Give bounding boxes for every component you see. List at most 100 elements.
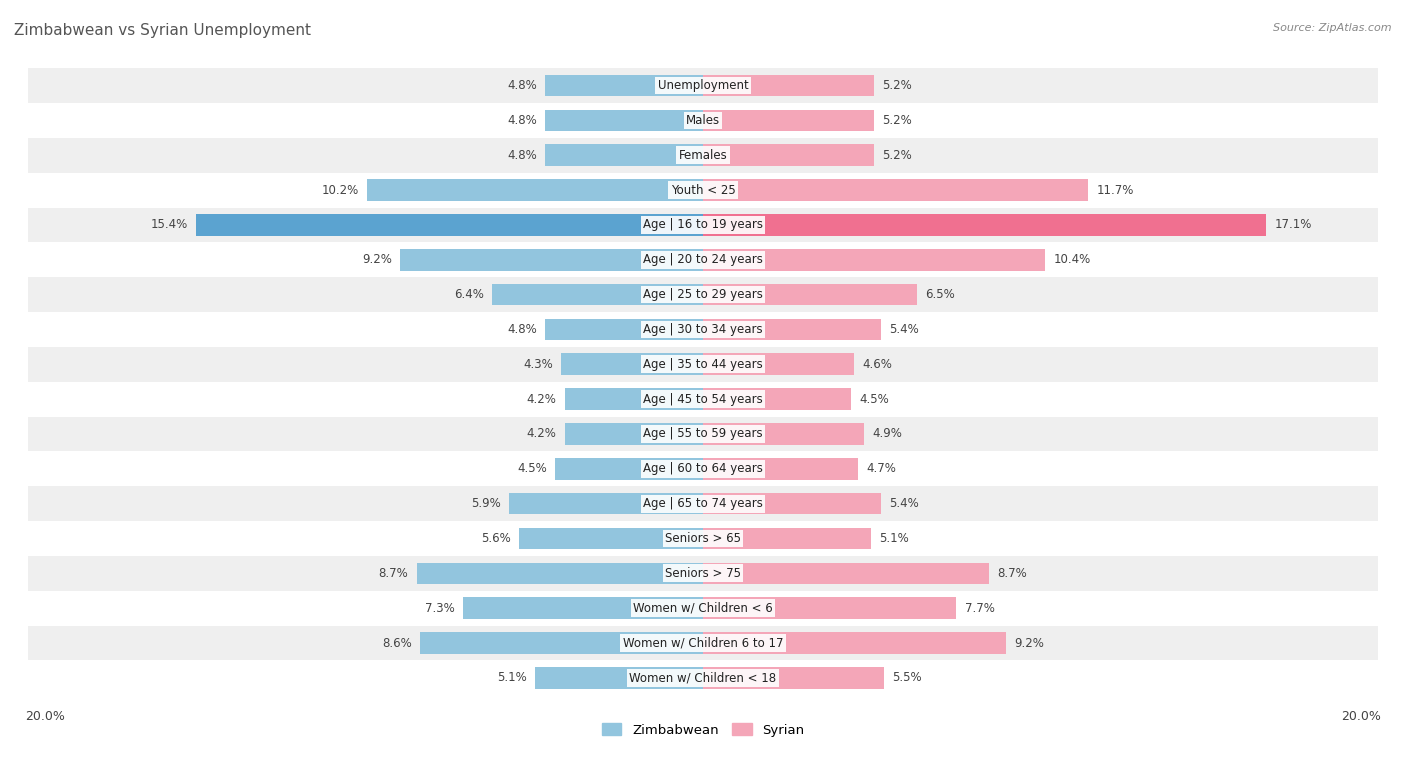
Text: 4.2%: 4.2% — [527, 428, 557, 441]
Bar — [703, 110, 875, 131]
Bar — [546, 75, 703, 96]
Text: 8.7%: 8.7% — [998, 567, 1028, 580]
Text: 4.8%: 4.8% — [508, 148, 537, 162]
Text: Unemployment: Unemployment — [658, 79, 748, 92]
Text: 5.4%: 5.4% — [889, 323, 918, 336]
Bar — [703, 528, 870, 550]
Text: Females: Females — [679, 148, 727, 162]
Text: Seniors > 65: Seniors > 65 — [665, 532, 741, 545]
Text: Age | 25 to 29 years: Age | 25 to 29 years — [643, 288, 763, 301]
Bar — [703, 75, 875, 96]
Text: 5.2%: 5.2% — [883, 114, 912, 127]
Bar — [703, 562, 990, 584]
Text: 7.7%: 7.7% — [965, 602, 994, 615]
Text: Youth < 25: Youth < 25 — [671, 184, 735, 197]
Legend: Zimbabwean, Syrian: Zimbabwean, Syrian — [596, 718, 810, 742]
Bar — [28, 660, 1378, 695]
Text: Source: ZipAtlas.com: Source: ZipAtlas.com — [1274, 23, 1392, 33]
Text: 5.6%: 5.6% — [481, 532, 510, 545]
Text: 5.1%: 5.1% — [879, 532, 908, 545]
Text: Age | 35 to 44 years: Age | 35 to 44 years — [643, 358, 763, 371]
Text: Age | 65 to 74 years: Age | 65 to 74 years — [643, 497, 763, 510]
Text: Age | 55 to 59 years: Age | 55 to 59 years — [643, 428, 763, 441]
Bar — [420, 632, 703, 654]
Bar — [28, 451, 1378, 486]
Text: 9.2%: 9.2% — [1014, 637, 1045, 650]
Bar — [28, 138, 1378, 173]
Text: Age | 60 to 64 years: Age | 60 to 64 years — [643, 463, 763, 475]
Bar — [565, 388, 703, 410]
Bar — [546, 319, 703, 340]
Text: 4.2%: 4.2% — [527, 393, 557, 406]
Bar — [536, 667, 703, 689]
Text: 5.4%: 5.4% — [889, 497, 918, 510]
Bar — [703, 249, 1046, 270]
Text: Males: Males — [686, 114, 720, 127]
Bar — [703, 458, 858, 480]
Bar — [703, 597, 956, 619]
Bar — [519, 528, 703, 550]
Bar — [367, 179, 703, 201]
Text: 17.1%: 17.1% — [1274, 219, 1312, 232]
Text: 4.6%: 4.6% — [863, 358, 893, 371]
Text: Age | 45 to 54 years: Age | 45 to 54 years — [643, 393, 763, 406]
Bar — [555, 458, 703, 480]
Text: 4.5%: 4.5% — [859, 393, 889, 406]
Bar — [28, 173, 1378, 207]
Bar — [509, 493, 703, 515]
Bar — [703, 284, 917, 305]
Bar — [703, 493, 880, 515]
Text: Seniors > 75: Seniors > 75 — [665, 567, 741, 580]
Text: Age | 30 to 34 years: Age | 30 to 34 years — [643, 323, 763, 336]
Text: 4.3%: 4.3% — [523, 358, 553, 371]
Bar — [28, 625, 1378, 660]
Text: 15.4%: 15.4% — [150, 219, 188, 232]
Bar — [28, 556, 1378, 590]
Text: 8.6%: 8.6% — [382, 637, 412, 650]
Text: 4.9%: 4.9% — [873, 428, 903, 441]
Bar — [703, 145, 875, 166]
Bar — [28, 68, 1378, 103]
Bar — [28, 486, 1378, 521]
Text: 6.5%: 6.5% — [925, 288, 955, 301]
Text: Women w/ Children < 6: Women w/ Children < 6 — [633, 602, 773, 615]
Text: 6.4%: 6.4% — [454, 288, 484, 301]
Text: Women w/ Children 6 to 17: Women w/ Children 6 to 17 — [623, 637, 783, 650]
Bar — [28, 312, 1378, 347]
Bar — [703, 423, 865, 445]
Text: 4.8%: 4.8% — [508, 114, 537, 127]
Text: 5.2%: 5.2% — [883, 148, 912, 162]
Text: 4.7%: 4.7% — [866, 463, 896, 475]
Bar — [416, 562, 703, 584]
Bar — [561, 354, 703, 375]
Bar — [28, 590, 1378, 625]
Text: 5.5%: 5.5% — [893, 671, 922, 684]
Bar — [703, 319, 880, 340]
Bar — [195, 214, 703, 235]
Text: 4.8%: 4.8% — [508, 323, 537, 336]
Bar — [703, 388, 851, 410]
Text: 8.7%: 8.7% — [378, 567, 408, 580]
Bar — [28, 347, 1378, 382]
Text: 10.2%: 10.2% — [322, 184, 359, 197]
Bar — [703, 632, 1005, 654]
Bar — [565, 423, 703, 445]
Bar — [28, 521, 1378, 556]
Text: 10.4%: 10.4% — [1053, 254, 1091, 266]
Bar — [28, 242, 1378, 277]
Bar — [28, 103, 1378, 138]
Text: 5.2%: 5.2% — [883, 79, 912, 92]
Text: Age | 20 to 24 years: Age | 20 to 24 years — [643, 254, 763, 266]
Bar — [703, 667, 884, 689]
Text: 5.1%: 5.1% — [498, 671, 527, 684]
Text: 9.2%: 9.2% — [361, 254, 392, 266]
Text: 11.7%: 11.7% — [1097, 184, 1133, 197]
Text: 4.8%: 4.8% — [508, 79, 537, 92]
Bar — [28, 277, 1378, 312]
Bar — [703, 354, 855, 375]
Bar — [546, 110, 703, 131]
Bar — [463, 597, 703, 619]
Bar — [28, 416, 1378, 451]
Bar — [546, 145, 703, 166]
Text: Age | 16 to 19 years: Age | 16 to 19 years — [643, 219, 763, 232]
